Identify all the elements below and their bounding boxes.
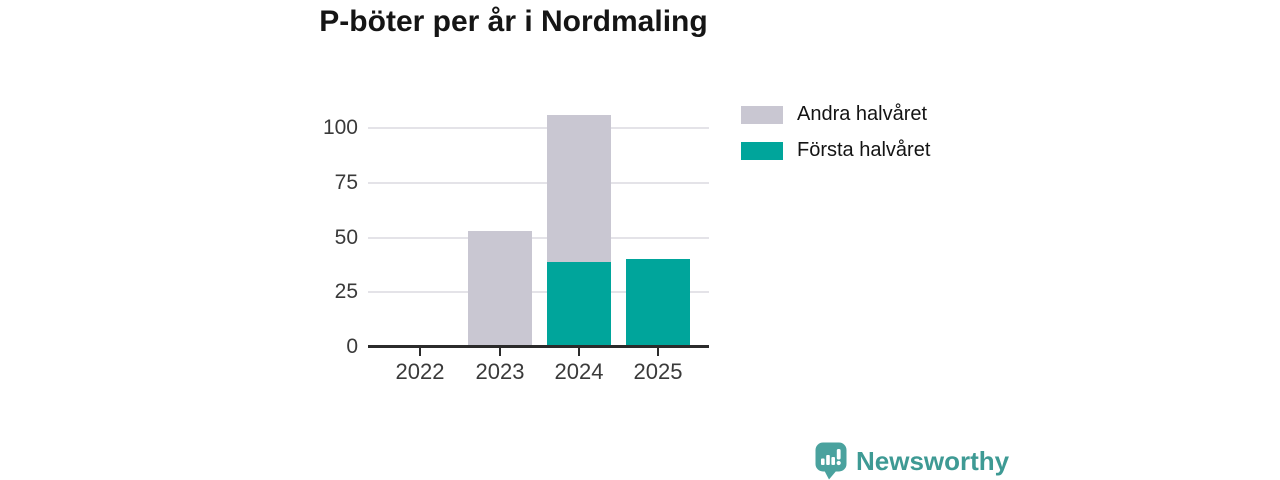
y-axis-label-50: 50 [334, 225, 358, 249]
gridline-25 [368, 291, 709, 294]
legend-item-0: Andra halvåret [741, 103, 930, 126]
legend-swatch [741, 141, 783, 160]
y-axis-label-25: 25 [334, 280, 358, 304]
newsworthy-logo-icon [815, 442, 847, 480]
legend-swatch [741, 105, 783, 124]
bar-segment-2024-andra-halvåret [547, 114, 611, 262]
gridline-50 [368, 236, 709, 239]
bar-segment-2025-första-halvåret [626, 259, 690, 347]
legend: Andra halvåret Första halvåret [741, 103, 930, 162]
bar-segment-2023-andra-halvåret [468, 230, 532, 347]
x-axis-label-2025: 2025 [633, 359, 683, 384]
x-axis-tick-2023 [499, 348, 501, 356]
x-axis-tick-2022 [419, 348, 421, 356]
x-axis-line [368, 345, 709, 348]
chart-title: P-böter per år i Nordmaling [319, 5, 708, 38]
x-axis-label-2024: 2024 [554, 359, 604, 384]
y-axis-label-0: 0 [346, 335, 358, 358]
x-axis-label-2022: 2022 [395, 359, 445, 384]
gridline-100 [368, 127, 709, 129]
legend-label: Andra halvåret [797, 103, 928, 125]
x-axis-tick-2024 [578, 348, 580, 356]
brand-name: Newsworthy [856, 446, 1010, 476]
y-axis-label-75: 75 [334, 170, 358, 194]
y-axis-label-100: 100 [322, 116, 358, 139]
gridline-75 [368, 181, 709, 184]
bar-segment-2024-första-halvåret [547, 261, 611, 347]
legend-item-1: Första halvåret [741, 139, 930, 162]
x-axis-tick-2025 [657, 348, 659, 356]
legend-label: Första halvåret [797, 139, 931, 161]
brand-logo-link[interactable]: Newsworthy [815, 442, 1009, 480]
x-axis-label-2023: 2023 [475, 359, 525, 384]
